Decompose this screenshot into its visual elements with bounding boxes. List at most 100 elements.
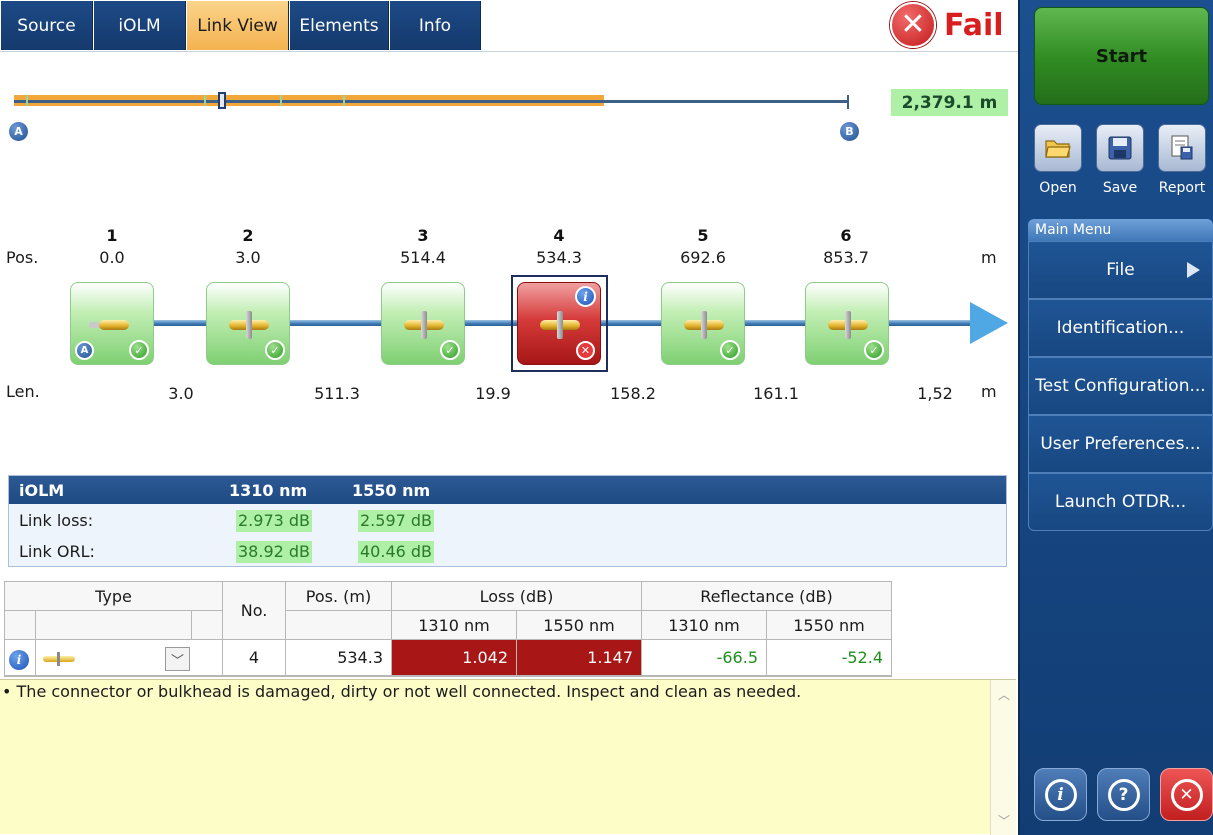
link-loss-1550: 2.597 dB (358, 510, 435, 532)
element-position: 692.6 (680, 248, 726, 267)
iolm-header-1310: 1310 nm (229, 481, 308, 500)
element-card-2[interactable]: ✓ (206, 282, 290, 365)
connector-icon (41, 652, 77, 666)
menu-item-user-preferences[interactable]: User Preferences... (1028, 415, 1213, 473)
element-card-5[interactable]: ✓ (661, 282, 745, 365)
length-row-label: Len. (6, 382, 40, 401)
save-label: Save (1102, 180, 1138, 196)
element-number: 6 (840, 226, 852, 245)
chevron-down-icon[interactable]: ﹀ (165, 647, 190, 671)
span-length: 3.0 (168, 384, 194, 403)
scroll-down-icon[interactable]: ﹀ (997, 814, 1010, 828)
save-button[interactable]: Save (1094, 124, 1146, 196)
message-scrollbar[interactable]: ︿ ﹀ (990, 680, 1016, 835)
link-orl-row: Link ORL: 38.92 dB 40.46 dB (9, 537, 1006, 567)
iolm-header-1550: 1550 nm (352, 481, 431, 500)
row-loss-1550: 1.147 (517, 640, 642, 676)
connector-icon (824, 311, 872, 339)
row-loss-1310: 1.042 (392, 640, 517, 676)
row-no: 4 (223, 640, 286, 676)
length-unit: m (981, 382, 997, 401)
fiber-end-marker (847, 95, 849, 109)
link-orl-1310: 38.92 dB (236, 541, 313, 563)
tab-source[interactable]: Source (1, 1, 93, 50)
header-blank (36, 611, 192, 640)
menu-item-identification[interactable]: Identification... (1028, 299, 1213, 357)
main-panel: Source iOLM Link View Elements Info ✕ Fa… (0, 0, 1018, 835)
menu-item-file-label: File (1106, 260, 1135, 280)
element-position: 853.7 (823, 248, 869, 267)
header-blank (192, 611, 223, 640)
row-refl-1310: -66.5 (642, 640, 767, 676)
header-type: Type (5, 582, 223, 611)
element-position: 514.4 (400, 248, 446, 267)
element-number: 2 (242, 226, 254, 245)
scroll-up-icon[interactable]: ︿ (997, 688, 1010, 702)
iolm-header-label: iOLM (19, 481, 65, 500)
element-card-1[interactable]: A ✓ (70, 282, 154, 365)
span-length: 161.1 (753, 384, 799, 403)
start-button[interactable]: Start (1034, 7, 1209, 105)
report-icon (1158, 124, 1206, 172)
span-length: 1,52 (917, 384, 953, 403)
link-distance-bar[interactable] (14, 92, 850, 109)
element-position: 3.0 (235, 248, 261, 267)
element-card-4[interactable]: i ✕ (517, 282, 601, 365)
diagnostic-message: • The connector or bulkhead is damaged, … (2, 682, 802, 701)
help-icon: ? (1107, 778, 1140, 811)
link-orl-1550: 40.46 dB (358, 541, 435, 563)
about-button[interactable]: i (1034, 768, 1087, 821)
position-cursor[interactable] (218, 92, 226, 109)
status-fail-label: Fail (944, 7, 1004, 43)
header-loss-1550: 1550 nm (517, 611, 642, 640)
element-card-6[interactable]: ✓ (805, 282, 889, 365)
element-tick (343, 95, 345, 106)
fiber-start-connector-icon (89, 311, 137, 339)
menu-item-launch-otdr[interactable]: Launch OTDR... (1028, 473, 1213, 531)
folder-open-icon (1034, 124, 1082, 172)
info-icon[interactable]: i (575, 286, 596, 307)
tab-link-view[interactable]: Link View (187, 1, 289, 50)
tab-iolm[interactable]: iOLM (94, 1, 186, 50)
header-loss-1310: 1310 nm (392, 611, 517, 640)
link-orl-label: Link ORL: (19, 542, 95, 561)
element-number: 3 (417, 226, 429, 245)
close-icon: ✕ (1170, 778, 1203, 811)
link-loss-1310: 2.973 dB (236, 510, 313, 532)
pass-check-icon: ✓ (720, 340, 740, 360)
open-label: Open (1039, 180, 1077, 196)
report-button[interactable]: Report (1156, 124, 1208, 196)
end-b-badge: B (840, 122, 859, 141)
exit-button[interactable]: ✕ (1160, 768, 1213, 821)
header-loss: Loss (dB) (392, 582, 642, 611)
link-loss-label: Link loss: (19, 511, 94, 530)
row-refl-1550: -52.4 (767, 640, 892, 676)
tab-info[interactable]: Info (390, 1, 481, 50)
element-number: 4 (553, 226, 565, 245)
pass-check-icon: ✓ (265, 340, 285, 360)
connector-icon (536, 311, 584, 339)
main-menu-title: Main Menu (1028, 219, 1213, 241)
menu-item-file[interactable]: File (1028, 241, 1213, 299)
end-a-icon: A (75, 341, 94, 360)
scroll-right-arrow-icon[interactable] (970, 302, 1008, 344)
element-tick (26, 95, 28, 106)
iolm-summary-table: iOLM 1310 nm 1550 nm Link loss: 2.973 dB… (8, 475, 1007, 567)
report-label: Report (1158, 180, 1206, 196)
element-type-dropdown[interactable]: ﹀ (37, 645, 192, 674)
menu-item-test-configuration[interactable]: Test Configuration... (1028, 357, 1213, 415)
fiber-span-line (14, 100, 848, 103)
selected-element-frame (511, 275, 608, 372)
diagnostic-message-panel: • The connector or bulkhead is damaged, … (0, 679, 1016, 835)
open-button[interactable]: Open (1032, 124, 1084, 196)
info-icon[interactable]: i (9, 650, 29, 670)
connector-icon (680, 311, 728, 339)
position-row-label: Pos. (6, 248, 39, 267)
element-position: 0.0 (99, 248, 125, 267)
iolm-summary-header: iOLM 1310 nm 1550 nm (9, 476, 1006, 504)
help-button[interactable]: ? (1097, 768, 1150, 821)
tab-elements[interactable]: Elements (290, 1, 389, 50)
span-length: 19.9 (475, 384, 511, 403)
element-card-3[interactable]: ✓ (381, 282, 465, 365)
